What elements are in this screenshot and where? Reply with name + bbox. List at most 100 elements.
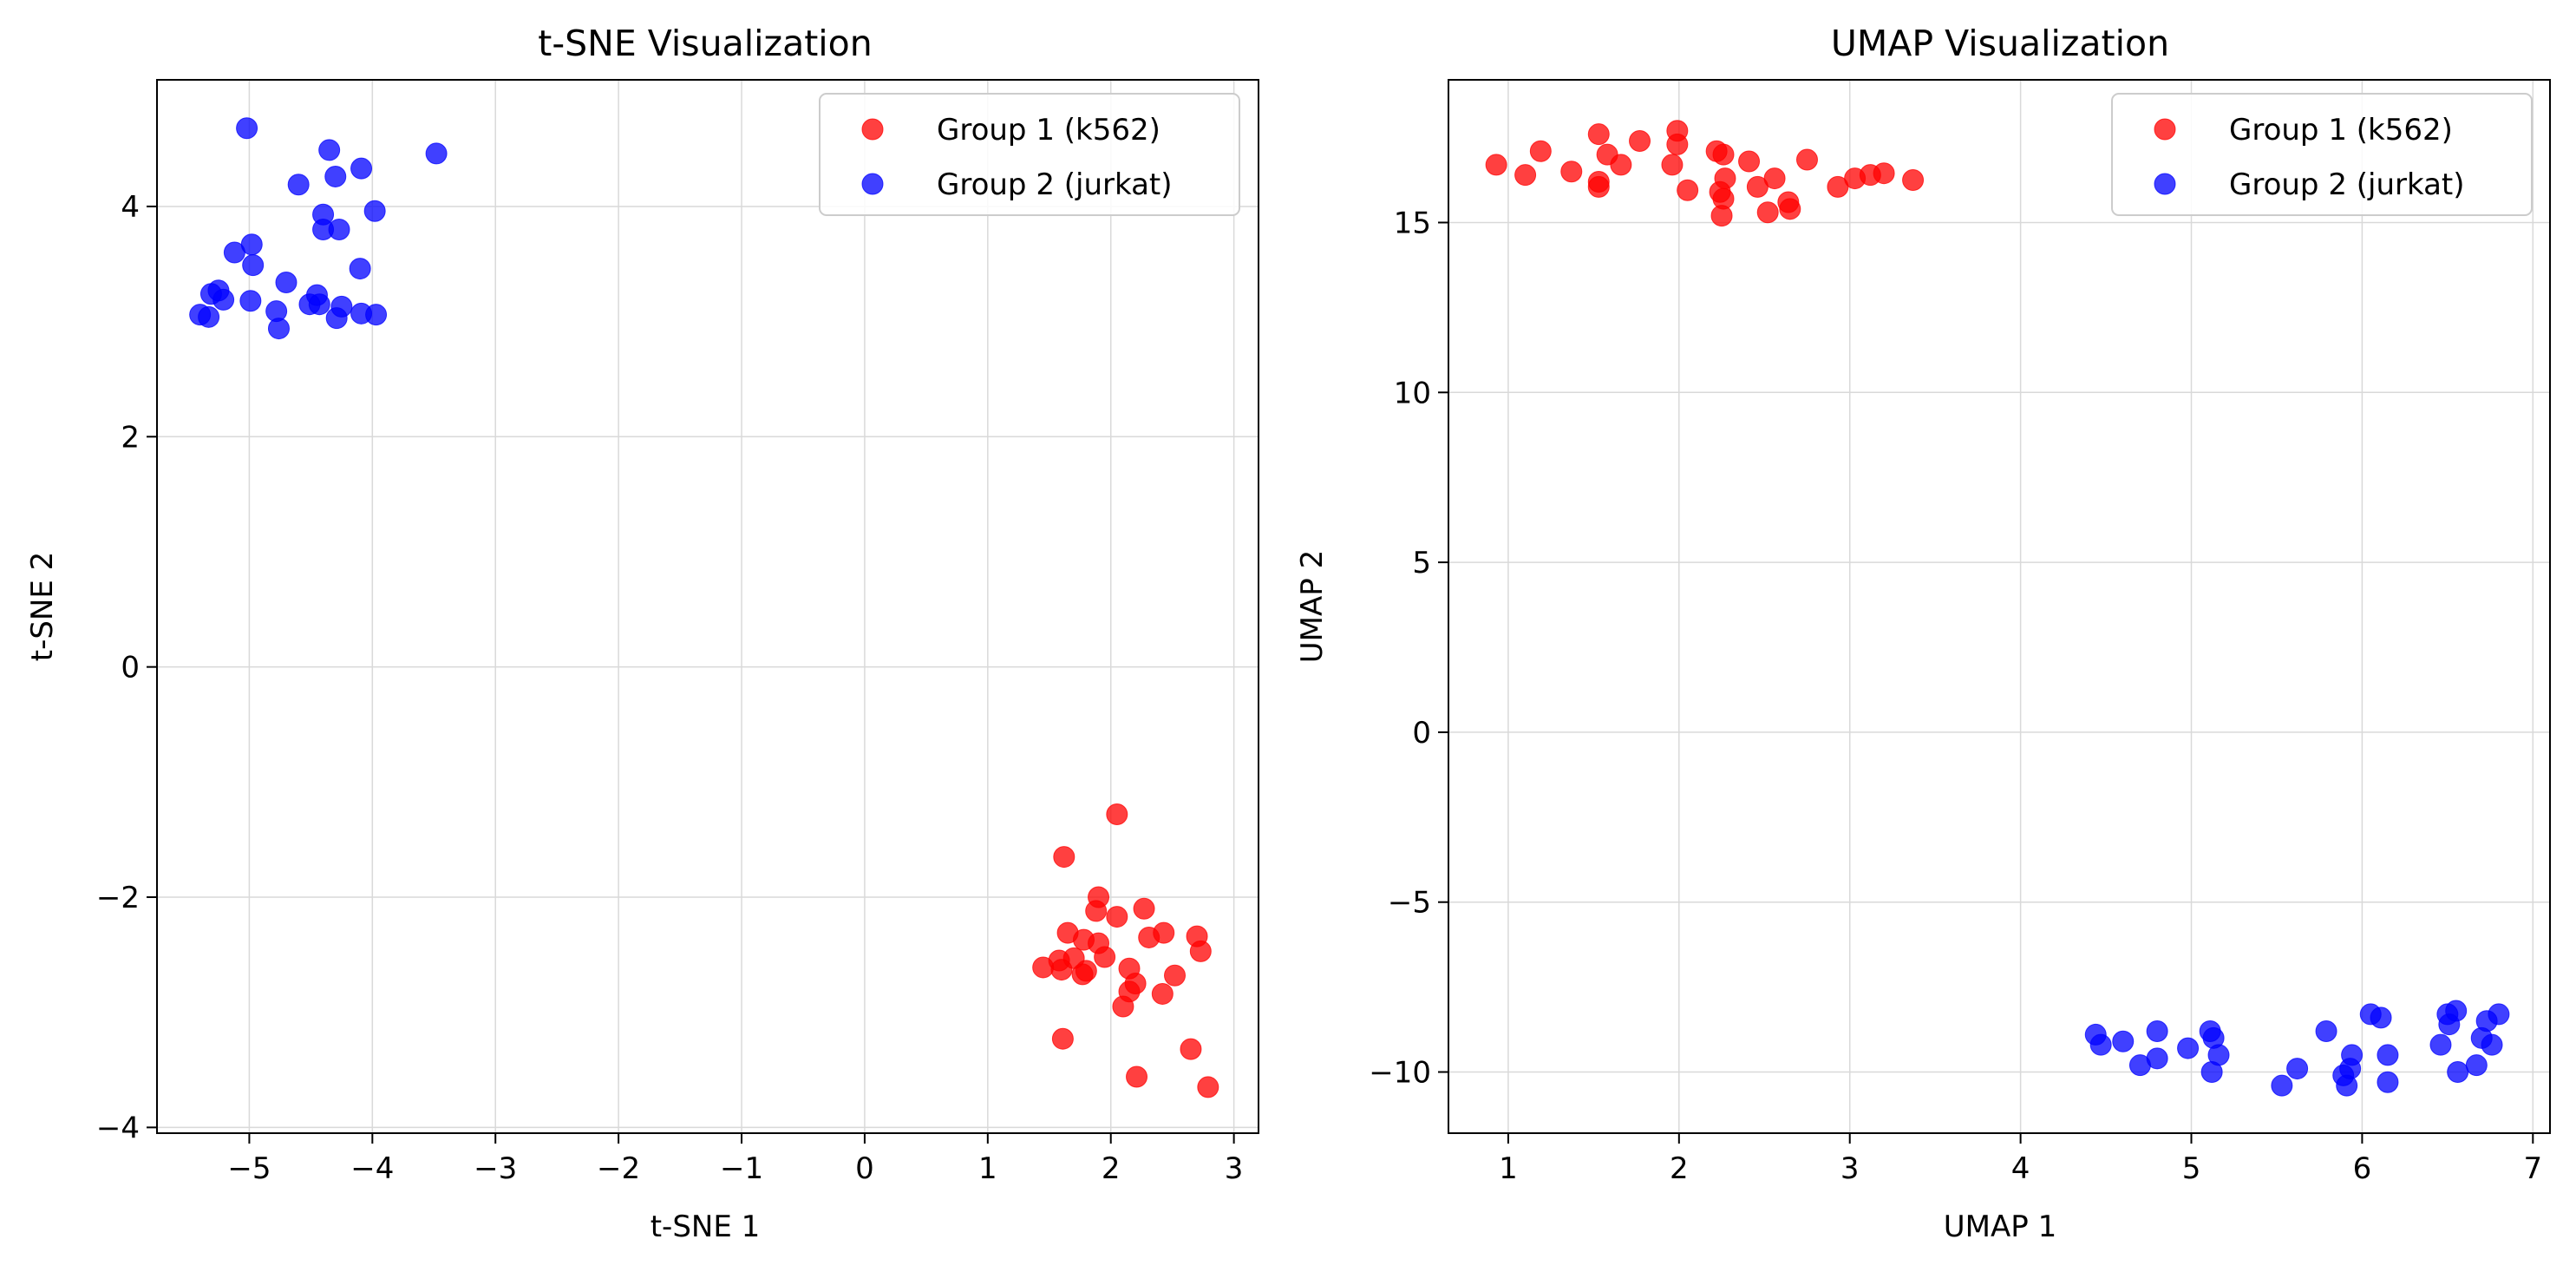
tsne-y-tick-label: −2: [96, 881, 140, 915]
umap-x-tick-label: 3: [1840, 1151, 1860, 1186]
tsne-point-group2: [365, 304, 388, 326]
tsne-point-group2: [198, 305, 220, 328]
tsne-legend-marker-group2: [861, 173, 884, 195]
tsne-point-group1: [1126, 1065, 1148, 1088]
umap-point-group2: [2286, 1058, 2309, 1080]
tsne-x-tick-label: −1: [720, 1151, 763, 1186]
umap-legend-box: [2111, 93, 2533, 216]
umap-point-group1: [1756, 201, 1779, 224]
umap-legend-marker-group1: [2154, 118, 2176, 141]
umap-point-group2: [2481, 1033, 2503, 1056]
umap-point-group1: [1902, 169, 1925, 192]
tsne-point-group2: [236, 117, 258, 140]
tsne-legend-label-group2: Group 2 (jurkat): [937, 167, 1173, 202]
tsne-point-group1: [1094, 946, 1116, 968]
umap-y-tick-label: −10: [1369, 1056, 1431, 1091]
tsne-point-group1: [1180, 1038, 1202, 1060]
tsne-y-tick-label: 0: [121, 651, 140, 685]
umap-point-group2: [2377, 1071, 2399, 1093]
umap-ticks: 1 2 3 4 5 6 7 −10 −5 0 5 10 15: [1369, 206, 2542, 1186]
umap-title: UMAP Visualization: [1831, 23, 2169, 64]
umap-legend-label-group1: Group 1 (k562): [2229, 113, 2453, 148]
umap-legend-label-group2: Group 2 (jurkat): [2229, 167, 2465, 202]
umap-point-group2: [2146, 1047, 2168, 1070]
tsne-x-tick-label: −2: [597, 1151, 640, 1186]
tsne-point-group1: [1189, 940, 1212, 962]
umap-point-group1: [1629, 129, 1651, 152]
tsne-x-tick-label: −5: [227, 1151, 271, 1186]
umap-point-group1: [1587, 175, 1610, 198]
umap-point-group2: [2177, 1037, 2200, 1059]
tsne-point-group2: [325, 307, 348, 330]
tsne-x-tick-label: −3: [474, 1151, 517, 1186]
umap-point-group2: [2341, 1044, 2364, 1066]
umap-x-tick-label: 4: [2011, 1151, 2030, 1186]
tsne-point-group2: [267, 318, 290, 340]
umap-point-group2: [2271, 1074, 2293, 1097]
tsne-point-group2: [287, 174, 310, 196]
tsne-point-group1: [1053, 846, 1076, 869]
umap-point-group1: [1712, 143, 1735, 166]
umap-point-group1: [1677, 179, 1699, 201]
tsne-point-group2: [328, 218, 350, 240]
tsne-point-group2: [318, 139, 341, 161]
tsne-title: t-SNE Visualization: [538, 23, 872, 64]
umap-grid: [1448, 80, 2550, 1133]
tsne-point-group2: [349, 258, 371, 280]
umap-x-tick-label: 2: [1670, 1151, 1689, 1186]
umap-x-tick-label: 6: [2353, 1151, 2372, 1186]
tsne-point-group1: [1050, 959, 1073, 981]
tsne-y-axis-label: t-SNE 2: [25, 552, 60, 662]
umap-point-group1: [1738, 150, 1761, 173]
umap-axes-frame: [1448, 79, 2551, 1134]
umap-panel: UMAP Visualization 1 2 3 4 5 6 7 −10 −5 0 5 10 15 UM…: [1295, 23, 2551, 1244]
umap-point-group2: [2089, 1033, 2112, 1056]
tsne-point-group1: [1138, 926, 1161, 948]
umap-point-group1: [1514, 164, 1537, 187]
umap-x-tick-label: 5: [2182, 1151, 2201, 1186]
umap-x-axis-label: UMAP 1: [1944, 1210, 2056, 1244]
umap-point-group2: [2429, 1033, 2452, 1056]
umap-point-group1: [1666, 133, 1689, 155]
tsne-point-group1: [1085, 900, 1108, 922]
tsne-legend: Group 1 (k562) Group 2 (jurkat): [819, 93, 1240, 216]
umap-x-tick-label: 7: [2523, 1151, 2542, 1186]
umap-y-tick-label: 0: [1412, 716, 1431, 751]
umap-point-group1: [1485, 154, 1507, 176]
umap-point-group2: [2315, 1020, 2337, 1043]
umap-y-tick-label: 5: [1412, 546, 1431, 580]
umap-point-group2: [2465, 1054, 2488, 1077]
tsne-x-axis-label: t-SNE 1: [651, 1210, 761, 1244]
tsne-point-group2: [275, 272, 297, 294]
tsne-x-tick-label: 1: [978, 1151, 997, 1186]
umap-point-group2: [2447, 1061, 2469, 1084]
tsne-point-group2: [425, 142, 448, 165]
umap-point-group2: [2112, 1030, 2135, 1052]
umap-point-group2: [2146, 1020, 2168, 1043]
tsne-y-tick-label: 4: [121, 190, 140, 225]
tsne-point-group2: [223, 241, 245, 264]
tsne-point-group1: [1151, 982, 1174, 1005]
tsne-point-group2: [242, 254, 265, 277]
umap-y-axis-label: UMAP 2: [1295, 550, 1330, 663]
tsne-ticks: −5 −4 −3 −2 −1 0 1 2 3 −4 −2 0 2 4: [96, 190, 1244, 1186]
tsne-y-tick-label: −4: [96, 1111, 140, 1145]
umap-point-group2: [2377, 1044, 2399, 1066]
tsne-point-group1: [1106, 906, 1128, 928]
umap-point-group1: [1529, 140, 1552, 162]
tsne-point-group2: [324, 165, 347, 187]
umap-point-group1: [1779, 198, 1801, 220]
umap-y-tick-label: 15: [1394, 206, 1431, 240]
tsne-x-tick-label: 3: [1225, 1151, 1244, 1186]
tsne-point-group2: [308, 293, 330, 316]
umap-legend-marker-group2: [2154, 173, 2176, 195]
umap-point-group1: [1587, 123, 1610, 146]
tsne-x-tick-label: −4: [350, 1151, 394, 1186]
umap-point-group1: [1763, 167, 1786, 190]
umap-point-group1: [1795, 148, 1818, 171]
umap-point-group2: [2200, 1061, 2223, 1084]
tsne-x-tick-label: 2: [1102, 1151, 1121, 1186]
umap-point-group2: [2445, 1000, 2468, 1022]
umap-point-group2: [2370, 1006, 2392, 1029]
tsne-points: [189, 117, 1219, 1098]
